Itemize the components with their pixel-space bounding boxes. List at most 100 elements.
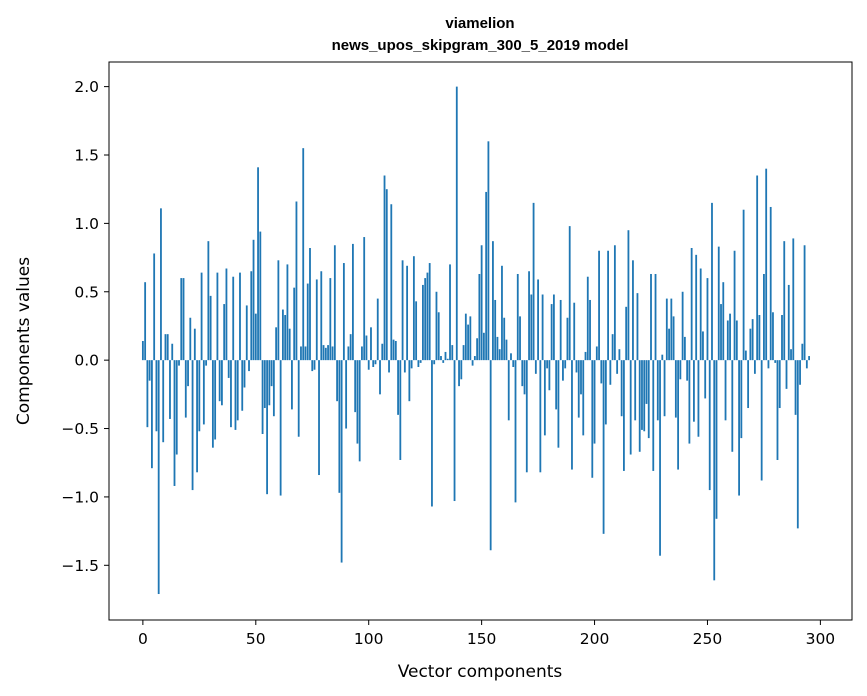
x-tick-label: 0 <box>138 630 148 648</box>
bar-238 <box>679 360 682 380</box>
bar-197 <box>586 276 589 361</box>
bar-98 <box>363 237 366 361</box>
y-tick-label: 0.0 <box>74 352 99 370</box>
y-tick-label: 1.5 <box>74 147 99 165</box>
bar-176 <box>539 360 542 473</box>
bar-233 <box>668 328 670 361</box>
bar-183 <box>555 360 558 410</box>
bar-236 <box>674 360 677 418</box>
bar-286 <box>787 284 790 361</box>
bar-280 <box>774 360 777 363</box>
bar-187 <box>564 360 567 369</box>
bar-126 <box>426 272 429 361</box>
bar-256 <box>720 304 722 361</box>
bar-76 <box>313 360 316 370</box>
bar-140 <box>458 360 460 387</box>
bar-112 <box>394 341 397 361</box>
bar-36 <box>223 304 226 361</box>
bar-285 <box>785 360 788 389</box>
bar-137 <box>451 345 454 361</box>
bar-60 <box>277 260 280 361</box>
bar-216 <box>629 360 632 455</box>
bar-245 <box>695 254 698 361</box>
bar-275 <box>763 273 765 361</box>
bar-211 <box>618 349 621 361</box>
bar-150 <box>480 245 483 361</box>
chart-title: viamelion <box>445 15 514 32</box>
bar-32 <box>214 360 217 440</box>
bar-214 <box>625 306 628 361</box>
bar-263 <box>735 320 738 361</box>
bar-190 <box>571 360 573 470</box>
bar-122 <box>417 360 420 367</box>
bar-205 <box>604 360 607 425</box>
plot-frame <box>108 61 853 621</box>
bar-250 <box>706 278 709 361</box>
x-tick-label: 300 <box>806 630 836 648</box>
bar-135 <box>446 358 449 361</box>
bar-40 <box>232 276 235 361</box>
bar-90 <box>345 360 348 429</box>
bar-171 <box>528 271 530 361</box>
bar-251 <box>708 360 711 491</box>
bar-143 <box>464 313 467 361</box>
bar-123 <box>419 360 422 363</box>
bar-262 <box>733 250 736 361</box>
bar-291 <box>799 360 801 385</box>
bar-146 <box>471 360 474 366</box>
bar-133 <box>442 360 445 363</box>
bar-269 <box>749 328 752 361</box>
bar-218 <box>634 360 637 421</box>
bar-163 <box>510 353 512 361</box>
bar-7 <box>157 360 160 595</box>
bar-129 <box>433 360 436 365</box>
bar-219 <box>636 293 639 361</box>
bar-203 <box>600 360 603 384</box>
bar-172 <box>530 294 533 361</box>
bar-283 <box>781 315 783 361</box>
bar-series <box>141 86 810 595</box>
bar-243 <box>690 248 693 361</box>
x-axis-ticks: 0 50 100 150 200 250 300 <box>138 620 835 648</box>
y-axis-ticks: −1.5 −1.0 −0.5 0.0 0.5 1.0 1.5 2.0 <box>61 78 109 575</box>
bar-149 <box>478 273 481 361</box>
bar-66 <box>291 360 293 410</box>
bar-73 <box>306 283 309 361</box>
bar-261 <box>731 360 734 452</box>
bar-77 <box>315 279 318 361</box>
bar-279 <box>772 312 774 361</box>
bar-181 <box>550 304 553 361</box>
bar-134 <box>444 351 447 361</box>
bar-208 <box>611 334 614 361</box>
bar-16 <box>178 360 180 366</box>
bar-106 <box>381 343 384 361</box>
bar-255 <box>717 246 720 361</box>
bar-47 <box>248 360 250 372</box>
bar-48 <box>250 271 253 361</box>
bar-204 <box>602 360 605 534</box>
x-tick-label: 100 <box>354 630 384 648</box>
bar-72 <box>304 346 307 361</box>
bar-290 <box>796 360 799 529</box>
bar-74 <box>309 248 311 361</box>
bar-53 <box>261 360 264 434</box>
bar-156 <box>494 299 497 361</box>
bar-31 <box>211 360 214 448</box>
bar-196 <box>584 351 587 361</box>
bar-252 <box>711 202 713 361</box>
bar-22 <box>191 360 194 491</box>
bar-234 <box>670 298 673 361</box>
bar-167 <box>519 316 521 361</box>
bar-177 <box>541 294 544 361</box>
bar-103 <box>374 360 377 365</box>
bar-79 <box>320 271 323 361</box>
bar-166 <box>516 273 519 361</box>
bar-51 <box>257 167 259 361</box>
bar-95 <box>356 360 359 444</box>
bar-223 <box>645 360 648 404</box>
bar-193 <box>577 360 580 418</box>
bar-1 <box>144 282 147 361</box>
bar-34 <box>218 360 221 402</box>
bar-11 <box>166 334 169 361</box>
bar-30 <box>209 295 212 361</box>
